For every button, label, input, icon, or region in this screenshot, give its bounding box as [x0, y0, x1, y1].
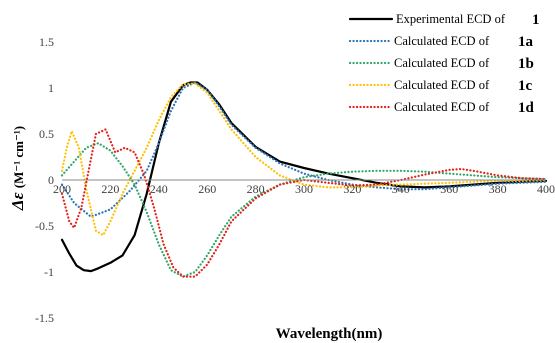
- legend-label: Calculated ECD of: [394, 78, 490, 92]
- x-tick-label: 400: [537, 182, 555, 196]
- x-tick-label: 340: [392, 182, 410, 196]
- legend-compound-id: 1d: [518, 100, 535, 116]
- x-tick-label: 220: [101, 182, 119, 196]
- legend-label: Calculated ECD of: [394, 34, 490, 48]
- x-axis-label: Wavelength(nm): [276, 326, 383, 342]
- y-axis-label-unit: (M⁻¹ cm⁻¹): [11, 126, 26, 188]
- series-line-1a: [60, 81, 548, 218]
- y-tick-label: -1.5: [35, 311, 54, 325]
- x-tick-label: 380: [489, 182, 507, 196]
- legend: Experimental ECD of 1 Calculated ECD of 1a C…: [348, 12, 540, 116]
- legend-compound-id: 1b: [518, 56, 534, 72]
- y-tick-label: 0: [48, 173, 54, 187]
- legend-label: Calculated ECD of: [394, 56, 490, 70]
- y-tick-label: -0.5: [35, 219, 54, 233]
- legend-compound-id: 1a: [518, 34, 534, 50]
- y-axis-label: Δε (M⁻¹ cm⁻¹): [8, 126, 27, 211]
- legend-label: Experimental ECD of: [396, 12, 506, 26]
- plot-series-group: [60, 81, 548, 278]
- x-tick-label: 320: [343, 182, 361, 196]
- y-axis-label-symbol: Δε: [8, 192, 27, 211]
- y-tick-label: 0.5: [39, 127, 54, 141]
- y-tick-label: 1: [48, 81, 54, 95]
- legend-compound-id: 1c: [518, 78, 533, 94]
- y-tick-labels: 1.5 1 0.5 0 -0.5 -1 -1.5: [35, 35, 54, 325]
- x-tick-label: 280: [247, 182, 265, 196]
- series-line-1d: [60, 128, 548, 278]
- x-tick-label: 260: [198, 182, 216, 196]
- x-tick-labels: 200 220 240 260 280 300 320 340 360 380 400: [53, 182, 555, 196]
- x-tick-label: 360: [440, 182, 458, 196]
- legend-compound-id: 1: [532, 12, 540, 28]
- legend-label: Calculated ECD of: [394, 100, 490, 114]
- x-tick-label: 200: [53, 182, 71, 196]
- series-line-1b: [60, 142, 548, 278]
- x-tick-label: 240: [150, 182, 168, 196]
- y-tick-label: 1.5: [39, 35, 54, 49]
- y-tick-label: -1: [44, 265, 54, 279]
- series-line-1c: [60, 82, 548, 237]
- x-tick-label: 300: [295, 182, 313, 196]
